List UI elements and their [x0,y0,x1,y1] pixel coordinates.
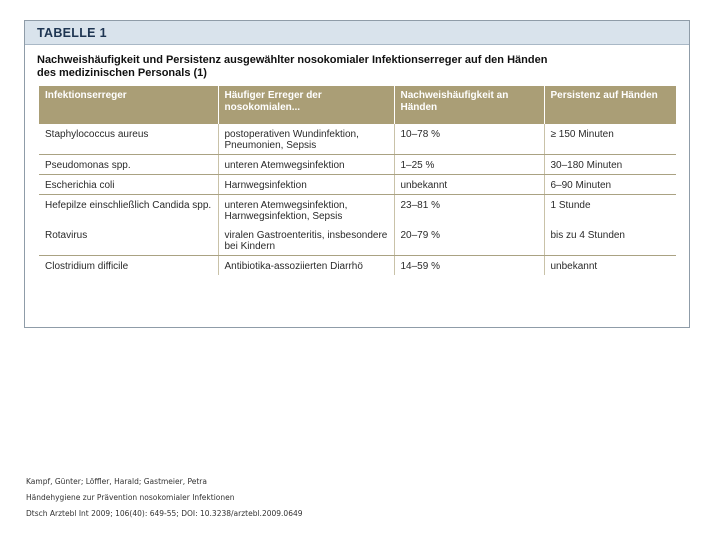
header-persistence: Persistenz auf Händen [543,86,676,124]
cell-persistence: ≥ 150 Minuten [543,124,676,155]
cell-pathogen: Staphylococcus aureus [39,124,218,155]
figure-title-line-1: Nachweishäufigkeit und Persistenz ausgew… [37,54,548,66]
cell-detection-rate: 10–78 % [393,124,544,155]
citation-article-title: Händehygiene zur Prävention nosokomialer… [26,493,235,502]
cell-infection-type: unteren Atemwegsinfektion, Harnwegsinfek… [217,194,394,225]
header-infection-type: Häufiger Erreger der nosokomialen... [217,86,394,124]
cell-detection-rate: 14–59 % [393,255,544,275]
header-detection-rate: Nachweishäufigkeit an Händen [393,86,544,124]
cell-detection-rate: 20–79 % [393,225,544,256]
citation-source: Dtsch Arztebl Int 2009; 106(40): 649-55;… [26,509,303,518]
table-figure: TABELLE 1 Nachweishäufigkeit und Persist… [24,20,690,328]
cell-detection-rate: 1–25 % [393,154,544,175]
cell-pathogen: Escherichia coli [39,174,218,195]
citation-authors: Kampf, Günter; Löffler, Harald; Gastmeie… [26,477,207,486]
citation: Kampf, Günter; Löffler, Harald; Gastmeie… [26,474,303,522]
table-row: Staphylococcus aureus postoperativen Wun… [39,124,676,155]
table-row: Hefepilze einschließlich Candida spp. un… [39,194,676,225]
figure-label: TABELLE 1 [25,21,689,45]
table-row: Rotavirus viralen Gastroenteritis, insbe… [39,225,676,256]
cell-persistence: bis zu 4 Stunden [543,225,676,256]
cell-detection-rate: unbekannt [393,174,544,195]
table-row: Pseudomonas spp. unteren Atemwegsinfekti… [39,154,676,175]
table-row: Clostridium difficile Antibiotika-assozi… [39,255,676,275]
cell-infection-type: viralen Gastroenteritis, insbesondere be… [217,225,394,256]
cell-pathogen: Rotavirus [39,225,218,256]
cell-pathogen: Pseudomonas spp. [39,154,218,175]
cell-infection-type: Harnwegsinfektion [217,174,394,195]
pathogen-table: Infektionserreger Häufiger Erreger der n… [39,86,676,275]
table-header-row: Infektionserreger Häufiger Erreger der n… [39,86,676,124]
figure-title-line-2: des medizinischen Personals (1) [37,67,207,79]
cell-infection-type: Antibiotika-assoziierten Diarrhö [217,255,394,275]
cell-pathogen: Hefepilze einschließlich Candida spp. [45,200,212,211]
header-pathogen: Infektionserreger [39,86,218,124]
cell-persistence: unbekannt [543,255,676,275]
cell-persistence: 30–180 Minuten [543,154,676,175]
cell-pathogen: Clostridium difficile [45,261,129,272]
cell-infection-type: postoperativen Wundinfektion, Pneumonien… [217,124,394,155]
table-row: Escherichia coli Harnwegsinfektion unbek… [39,174,676,195]
cell-persistence: 6–90 Minuten [543,174,676,195]
cell-persistence: 1 Stunde [543,194,676,225]
figure-title: Nachweishäufigkeit und Persistenz ausgew… [37,54,677,80]
cell-infection-type: unteren Atemwegsinfektion [217,154,394,175]
cell-detection-rate: 23–81 % [393,194,544,225]
